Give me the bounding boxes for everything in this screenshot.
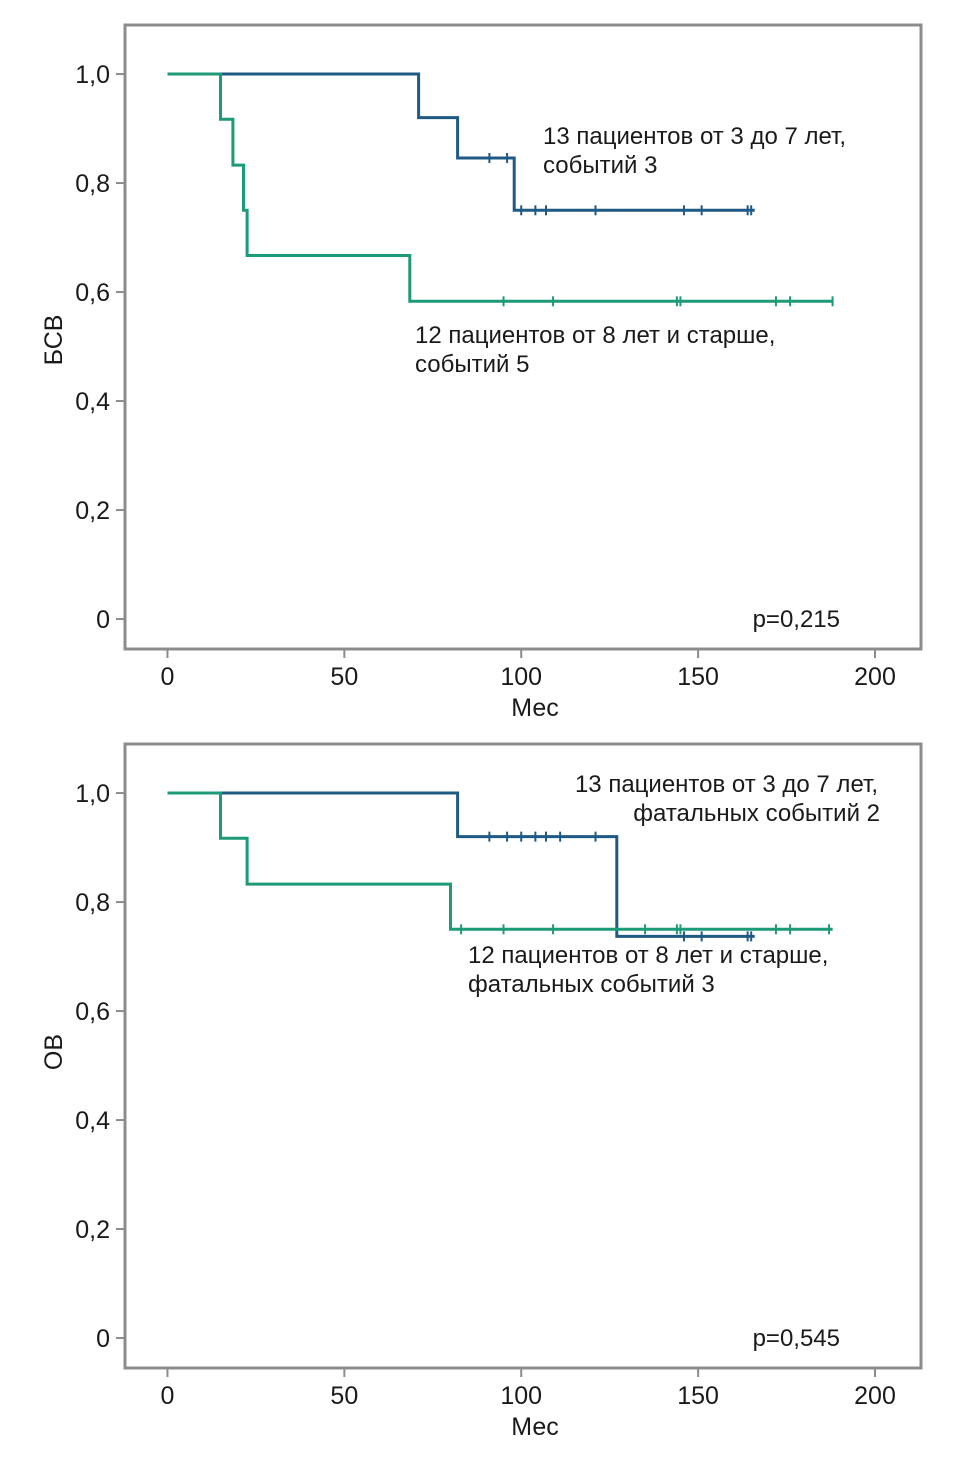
y-tick-label-ov: 1,0	[75, 780, 110, 808]
x-tick-label-bsv: 150	[677, 663, 719, 691]
series-label-young-line1-ov: 13 пациентов от 3 до 7 лет,	[575, 771, 878, 798]
y-tick-label-bsv: 0,2	[75, 497, 110, 525]
p-value-ov: p=0,545	[753, 1325, 840, 1352]
km-curve-ov-series-1	[167, 791, 833, 931]
x-tick-label-bsv: 100	[500, 663, 542, 691]
x-tick-label-bsv: 0	[161, 663, 175, 691]
series-label-young-line2-bsv: событий 3	[543, 152, 657, 179]
y-tick-label-bsv: 0	[96, 606, 110, 634]
plot-frame-bsv	[123, 23, 923, 651]
km-curve-bsv-series-0	[167, 72, 755, 212]
marks-ov: 0 50 100 150 200 0 0,2 0,4 0,6 0,8 1,0	[75, 780, 896, 1410]
chart-ov: ОВ Мес 13 пациентов от 3 до 7 лет, фатал…	[40, 742, 923, 1441]
series-label-young-line2-ov: фатальных событий 2	[633, 800, 880, 827]
series-label-old-line1-ov: 12 пациентов от 8 лет и старше,	[468, 942, 828, 969]
y-tick-label-ov: 0,4	[75, 1107, 110, 1135]
km-curve-ov-series-0	[167, 791, 755, 938]
series-label-old-line2-ov: фатальных событий 3	[468, 971, 715, 998]
chart-bsv: БСВ Мес 13 пациентов от 3 до 7 лет, собы…	[40, 23, 923, 722]
x-tick-label-ov: 100	[500, 1382, 542, 1410]
series-label-old-line2-bsv: событий 5	[415, 351, 529, 378]
km-curve-bsv-series-1	[167, 72, 833, 303]
x-tick-label-ov: 150	[677, 1382, 719, 1410]
x-axis-title-ov: Мес	[511, 1413, 559, 1441]
y-tick-label-bsv: 0,6	[75, 279, 110, 307]
x-tick-label-ov: 50	[330, 1382, 358, 1410]
y-tick-label-ov: 0,2	[75, 1216, 110, 1244]
y-tick-label-ov: 0,6	[75, 998, 110, 1026]
y-tick-label-bsv: 0,8	[75, 170, 110, 198]
x-axis-title-bsv: Мес	[511, 694, 559, 722]
y-axis-title-ov: ОВ	[40, 1034, 68, 1070]
y-tick-label-bsv: 0,4	[75, 388, 110, 416]
x-tick-label-bsv: 50	[330, 663, 358, 691]
x-tick-label-bsv: 200	[854, 663, 896, 691]
y-tick-label-ov: 0,8	[75, 889, 110, 917]
y-tick-label-ov: 0	[96, 1325, 110, 1353]
p-value-bsv: p=0,215	[753, 606, 840, 633]
series-label-old-line1-bsv: 12 пациентов от 8 лет и старше,	[415, 322, 775, 349]
marks-bsv: 0 50 100 150 200 0 0,2 0,4 0,6 0,8 1,0	[75, 61, 896, 691]
series-label-young-line1-bsv: 13 пациентов от 3 до 7 лет,	[543, 123, 846, 150]
x-tick-label-ov: 0	[161, 1382, 175, 1410]
plot-frame-ov	[123, 742, 923, 1370]
x-tick-label-ov: 200	[854, 1382, 896, 1410]
y-tick-label-bsv: 1,0	[75, 61, 110, 89]
y-axis-title-bsv: БСВ	[40, 315, 68, 366]
